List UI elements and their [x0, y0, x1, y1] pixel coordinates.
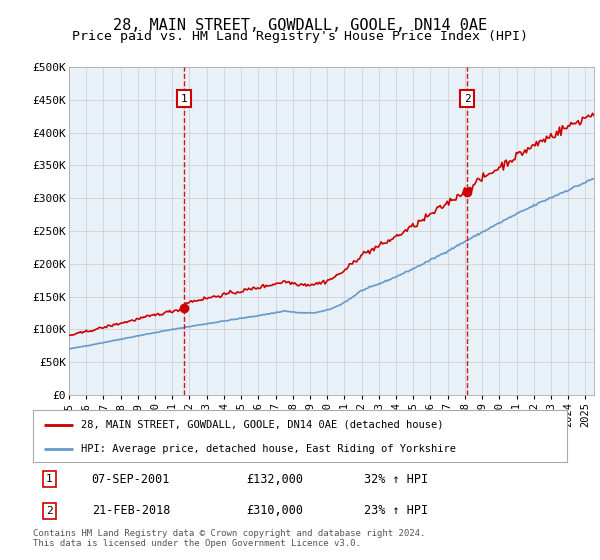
Text: £310,000: £310,000 — [247, 504, 304, 517]
Text: 23% ↑ HPI: 23% ↑ HPI — [364, 504, 428, 517]
Text: 07-SEP-2001: 07-SEP-2001 — [92, 473, 170, 486]
Text: Contains HM Land Registry data © Crown copyright and database right 2024.
This d: Contains HM Land Registry data © Crown c… — [33, 529, 425, 548]
Text: 1: 1 — [181, 94, 188, 104]
Text: 32% ↑ HPI: 32% ↑ HPI — [364, 473, 428, 486]
Text: 2: 2 — [46, 506, 52, 516]
Text: 2: 2 — [464, 94, 470, 104]
Text: 1: 1 — [46, 474, 52, 484]
Text: £132,000: £132,000 — [247, 473, 304, 486]
Text: HPI: Average price, detached house, East Riding of Yorkshire: HPI: Average price, detached house, East… — [81, 444, 456, 454]
Text: 21-FEB-2018: 21-FEB-2018 — [92, 504, 170, 517]
Text: 28, MAIN STREET, GOWDALL, GOOLE, DN14 0AE: 28, MAIN STREET, GOWDALL, GOOLE, DN14 0A… — [113, 18, 487, 33]
Text: Price paid vs. HM Land Registry's House Price Index (HPI): Price paid vs. HM Land Registry's House … — [72, 30, 528, 43]
Text: 28, MAIN STREET, GOWDALL, GOOLE, DN14 0AE (detached house): 28, MAIN STREET, GOWDALL, GOOLE, DN14 0A… — [81, 420, 443, 430]
